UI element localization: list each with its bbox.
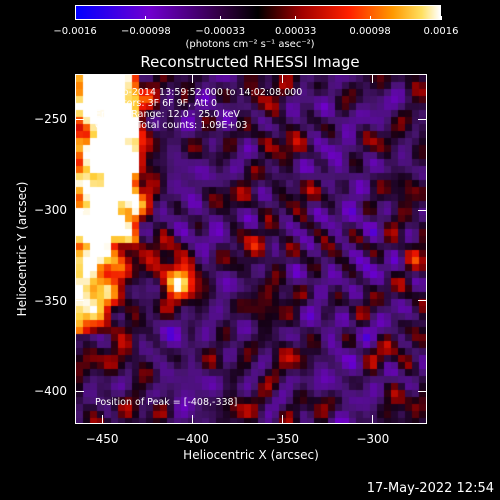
x-tick-label: −400 <box>175 432 209 446</box>
annotation-time-range: 24-Sep-2014 13:59:52.000 to 14:02:08.000 <box>95 87 303 98</box>
y-tick-mark <box>75 390 84 392</box>
x-tick-mark <box>282 74 284 83</box>
colorbar-tick-label: −0.0016 <box>53 26 97 37</box>
y-tick-mark <box>418 209 427 211</box>
colorbar-tick-label: −0.00033 <box>195 26 246 37</box>
annotation-detectors: Detectors: 3F 6F 9F, Att 0 <box>95 98 218 109</box>
plot-timestamp: 17-May-2022 12:54 <box>366 481 494 496</box>
colorbar <box>75 5 441 20</box>
x-tick-mark <box>101 74 103 83</box>
colorbar-tick-label: −0.00098 <box>121 26 171 37</box>
x-tick-mark <box>372 74 374 83</box>
colorbar-tick-label: 0.00098 <box>349 26 391 37</box>
colorbar-tick-label: 0.0016 <box>423 26 459 37</box>
colorbar-units: (photons cm⁻² s⁻¹ asec⁻²) <box>185 39 315 50</box>
y-tick-label: −300 <box>34 203 67 217</box>
y-tick-label: −350 <box>34 293 67 308</box>
x-tick-mark <box>191 415 193 424</box>
colorbar-tick-mark <box>440 16 442 20</box>
y-tick-mark <box>75 118 84 120</box>
plot-area: 24-Sep-2014 13:59:52.000 to 14:02:08.000… <box>75 74 427 424</box>
x-tick-mark <box>101 415 103 424</box>
chart-title: Reconstructed RHESSI Image <box>140 53 360 71</box>
y-tick-mark <box>418 390 427 392</box>
annotation-counts: Clean Total counts: 1.09E+03 <box>95 120 248 131</box>
x-tick-label: −450 <box>85 432 119 446</box>
y-tick-mark <box>418 118 427 120</box>
x-tick-label: −300 <box>356 432 390 446</box>
x-axis-label: Heliocentric X (arcsec) <box>183 448 319 462</box>
colorbar-tick-mark <box>219 16 221 20</box>
y-tick-label: −400 <box>34 384 67 399</box>
annotation-energy-range: Energy Range: 12.0 - 25.0 keV <box>95 109 240 120</box>
y-tick-mark <box>75 209 84 211</box>
y-tick-mark <box>75 300 84 302</box>
y-axis-label: Heliocentric Y (arcsec) <box>15 181 29 317</box>
colorbar-tick-mark <box>295 16 297 20</box>
x-tick-mark <box>372 415 374 424</box>
y-tick-mark <box>418 300 427 302</box>
x-tick-mark <box>191 74 193 83</box>
x-tick-label: −350 <box>266 432 300 446</box>
y-tick-label: −250 <box>34 112 67 127</box>
peak-position-label: Position of Peak = [-408,-338] <box>95 397 238 408</box>
colorbar-tick-mark <box>74 16 76 20</box>
colorbar-tick-mark <box>369 16 371 20</box>
x-tick-mark <box>282 415 284 424</box>
colorbar-tick-mark <box>145 16 147 20</box>
colorbar-tick-label: 0.00033 <box>275 26 317 37</box>
heatmap-image <box>76 75 426 423</box>
